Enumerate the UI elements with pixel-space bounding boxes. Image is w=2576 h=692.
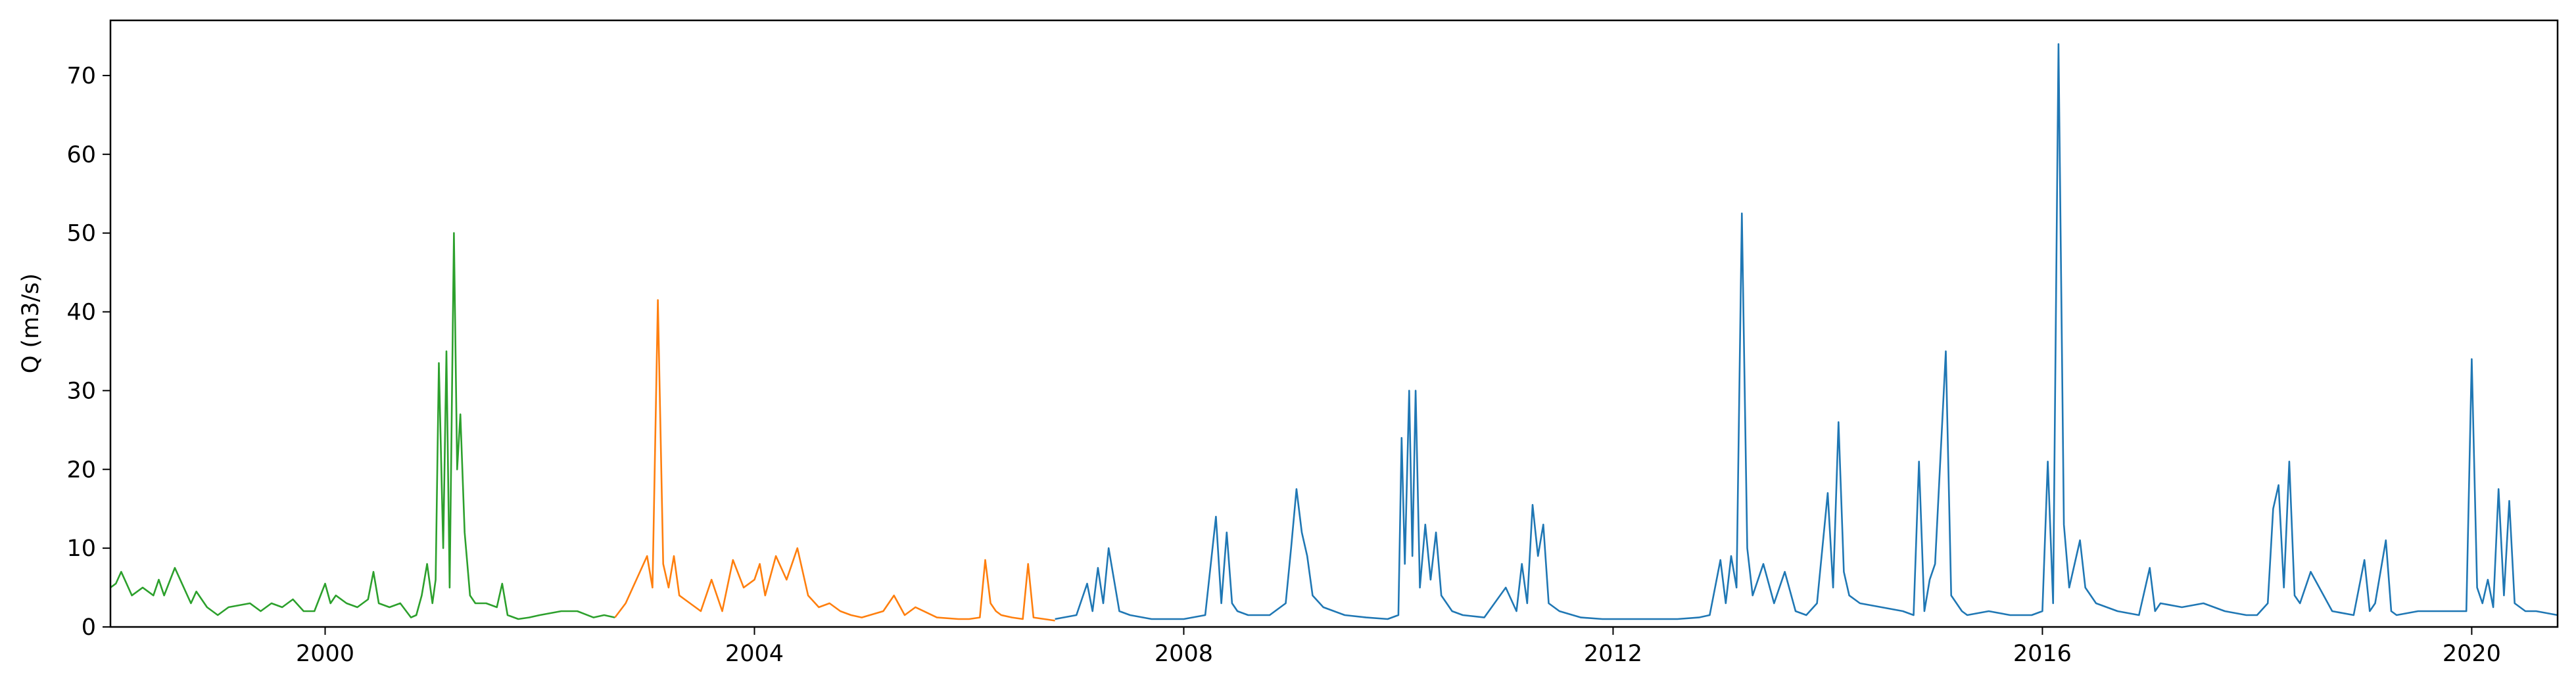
y-tick-label: 30: [66, 378, 96, 404]
plot-frame: [109, 19, 2559, 628]
series-line-2: [614, 299, 1055, 622]
y-tick-label: 20: [66, 457, 96, 483]
y-tick-label: 0: [82, 614, 96, 641]
y-tick-label: 50: [66, 221, 96, 247]
x-tick-label: 2008: [1155, 641, 1213, 667]
y-axis: 0 10 20 30 40 50 60 70: [66, 63, 110, 641]
y-tick-label: 70: [66, 63, 96, 89]
series-line-1: [110, 232, 615, 620]
y-tick-label: 60: [66, 142, 96, 168]
series-line-3: [1055, 43, 2558, 620]
x-tick-label: 2020: [2443, 641, 2501, 667]
x-tick-label: 2012: [1584, 641, 1642, 667]
y-tick-label: 10: [66, 536, 96, 562]
y-tick-label: 40: [66, 300, 96, 326]
y-axis-label: Q (m3/s): [18, 273, 44, 373]
x-axis: 2000 2004 2008 2012 2016 2020: [296, 627, 2501, 667]
series-layer: [110, 43, 2558, 622]
x-tick-label: 2016: [2013, 641, 2072, 667]
x-tick-label: 2004: [725, 641, 784, 667]
x-tick-label: 2000: [296, 641, 354, 667]
